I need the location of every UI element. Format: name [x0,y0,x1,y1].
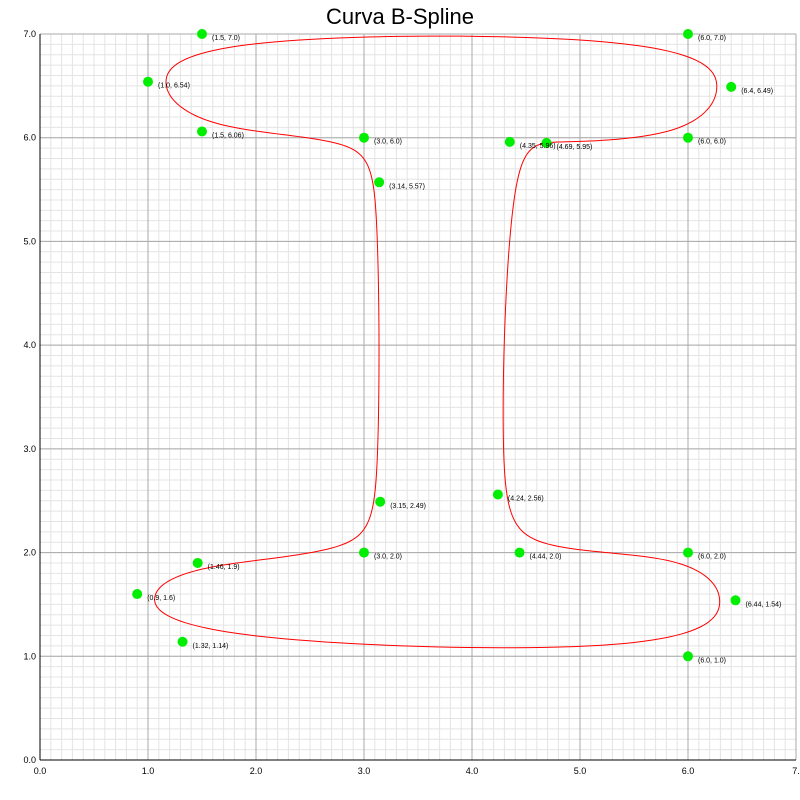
control-point [683,132,693,143]
minor-grid [39,33,797,761]
chart-title: Curva B-Spline [326,4,474,29]
control-point-label: (6.0, 7.0) [698,35,726,42]
control-point-label: (1.5, 7.0) [212,35,240,42]
control-point-label: (4.69, 5.95) [557,144,593,151]
control-point-label: (1.0, 6.54) [158,83,190,90]
y-tick-label: 2.0 [23,548,36,558]
x-tick-label: 6.0 [682,766,695,776]
control-point [359,132,369,143]
control-point-label: (6.44, 1.54) [746,601,782,608]
control-point [683,547,693,558]
control-point [504,136,515,147]
control-point-label: (3.0, 2.0) [374,554,402,561]
x-tick-label: 5.0 [574,766,587,776]
control-point [374,177,385,188]
x-tick-label: 7. [792,766,800,776]
control-point-label: (3.14, 5.57) [389,183,425,190]
control-point [132,589,143,600]
control-point-label: (3.0, 6.0) [374,139,402,146]
control-point-label: (1.46, 1.9) [208,564,240,571]
control-point-label: (4.35, 5.96) [520,143,556,150]
x-tick-label: 1.0 [142,766,155,776]
control-point [683,651,693,662]
control-point [177,636,188,647]
x-tick-label: 0.0 [34,766,47,776]
control-point [726,81,737,92]
control-point [197,126,207,137]
control-point-label: (3.15, 2.49) [390,503,426,510]
control-point-label: (6.0, 6.0) [698,139,726,146]
y-tick-label: 5.0 [23,236,36,246]
control-point-label: (1.32, 1.14) [193,643,229,650]
control-point-label: (6.0, 2.0) [698,554,726,561]
x-tick-label: 2.0 [250,766,263,776]
control-point-label: (0.9, 1.6) [147,595,175,602]
y-tick-label: 4.0 [23,340,36,350]
control-point [541,137,552,148]
control-point [514,547,525,558]
y-tick-label: 3.0 [23,444,36,454]
control-point [730,595,741,606]
x-tick-label: 3.0 [358,766,371,776]
point-labels: (1.5, 7.0) (6.0, 7.0) (6.4, 6.49) (6.0, 6.0… [147,35,781,664]
y-tick-label: 6.0 [23,133,36,143]
curve-layer [154,35,721,649]
control-point-label: (4.24, 2.56) [508,495,544,502]
control-point [683,29,693,39]
control-point [143,76,153,87]
x-tick-label: 4.0 [466,766,479,776]
control-point [375,496,386,507]
control-point-label: (6.0, 1.0) [698,657,726,664]
control-points [132,29,741,662]
control-point-label: (6.4, 6.49) [741,88,773,95]
bspline-curve [154,35,721,649]
control-point-label: (4.44, 2.0) [530,554,562,561]
control-point [197,29,207,39]
axes [39,34,796,761]
control-point-label: (1.5, 6.06) [212,132,244,139]
control-point [492,489,503,500]
control-point [192,557,203,568]
y-tick-label: 7.0 [23,29,36,39]
tick-labels: 0.0 1.0 2.0 3.0 4.0 5.0 6.0 7. 0.0 1.0 2.0 3.0 4.0 5.… [23,29,799,776]
y-tick-label: 1.0 [23,651,36,661]
control-point [359,547,369,558]
y-tick-label: 0.0 [23,755,36,765]
